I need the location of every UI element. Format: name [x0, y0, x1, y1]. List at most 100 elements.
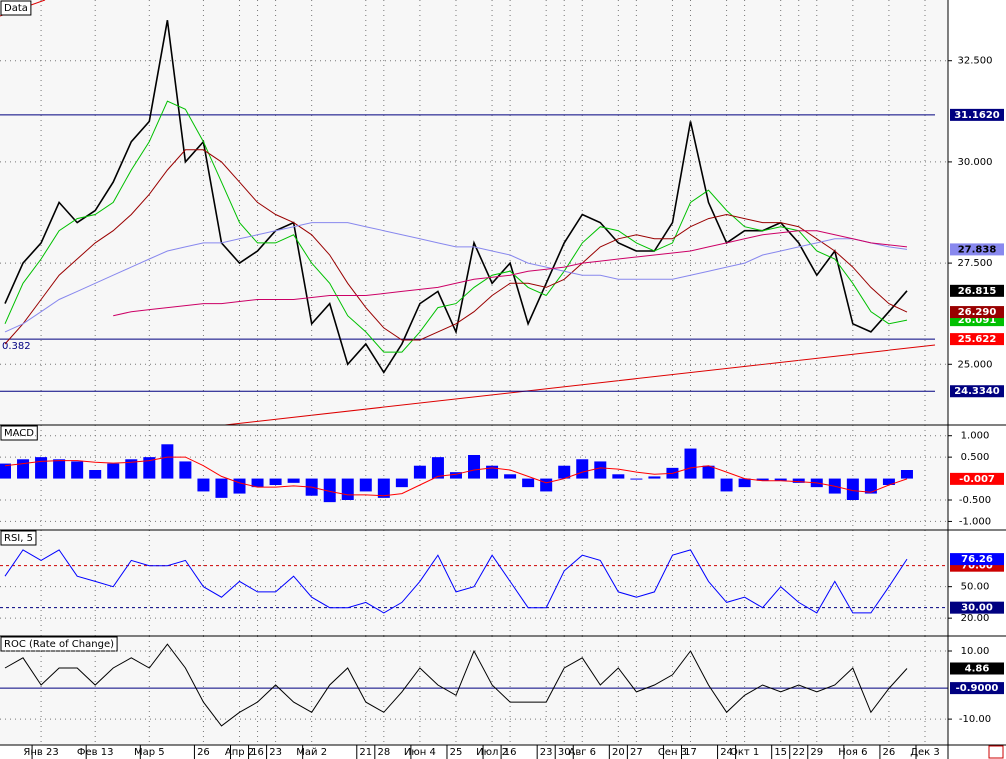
bar [576, 459, 589, 479]
y-tick-label: -10.00 [959, 714, 991, 725]
series-line [4, 456, 908, 497]
end-value-label-box [950, 472, 1004, 485]
bar [540, 478, 553, 492]
x-tick-label: 26 [883, 747, 896, 758]
bar [468, 455, 481, 479]
y-tick-label: 25.000 [958, 359, 993, 370]
bar [720, 478, 733, 492]
bar [774, 478, 787, 481]
bar [648, 476, 661, 479]
end-value-label-box [950, 306, 1004, 319]
series-line [4, 643, 908, 727]
panel-title-box [0, 530, 37, 546]
y-tick-label: 0.500 [961, 452, 990, 463]
level-label: 30.00 [961, 603, 993, 614]
end-value-label-box [950, 662, 1004, 675]
bar [107, 463, 120, 479]
bar [179, 461, 192, 479]
level-label: 70.00 [961, 561, 993, 572]
bar [738, 478, 751, 488]
x-tick-label: 30 [558, 747, 571, 758]
level-annotation: 0.382 [2, 341, 31, 352]
x-tick-label: Авг 6 [568, 747, 596, 758]
bar [756, 478, 769, 481]
end-value-label: 26.290 [958, 307, 997, 318]
x-tick-label: Ноя 6 [838, 747, 867, 758]
panel-title-box [0, 636, 118, 652]
bar [684, 448, 697, 479]
end-value-label-box [950, 284, 1004, 297]
bar [197, 478, 210, 492]
bar [486, 465, 499, 479]
x-tick-label: Сен 3 [658, 747, 687, 758]
bar [792, 478, 805, 483]
bar [359, 478, 372, 492]
bar [630, 478, 643, 480]
x-tick-label: 20 [612, 747, 625, 758]
bar [71, 461, 84, 479]
level-label: 25.622 [958, 334, 997, 345]
series-line [4, 222, 908, 333]
bar [900, 470, 913, 479]
x-tick-label: Апр 2 [225, 747, 254, 758]
x-tick-label: Фев 13 [77, 747, 114, 758]
bar [504, 474, 517, 479]
bar [53, 459, 66, 479]
x-tick-label: 17 [684, 747, 697, 758]
x-tick-label: 16 [251, 747, 264, 758]
x-tick-label: 25 [450, 747, 463, 758]
y-tick-label: 32.500 [958, 56, 993, 67]
x-tick-label: Июн 4 [404, 747, 436, 758]
bar [143, 457, 156, 479]
y-tick-label: -0.500 [959, 495, 991, 506]
x-tick-label: Дек 3 [910, 747, 940, 758]
y-tick-label: 10.00 [961, 646, 990, 657]
end-value-label-box [950, 553, 1004, 566]
scroll-button[interactable] [988, 745, 1004, 759]
bar [251, 478, 264, 488]
bar [0, 463, 11, 479]
level-label-box [950, 385, 1004, 398]
x-tick-label: Май 2 [296, 747, 327, 758]
level-label: 24.3340 [954, 386, 1000, 397]
x-tick-label: 16 [504, 747, 517, 758]
bar [612, 474, 625, 479]
bar [431, 457, 444, 479]
x-tick-label: 29 [810, 747, 823, 758]
panel-title-box [0, 425, 38, 441]
bar [702, 465, 715, 479]
series-line [4, 549, 908, 614]
end-value-label: -0.007 [959, 474, 995, 485]
bar [882, 478, 895, 485]
y-tick-label: 20.00 [961, 613, 990, 624]
level-label-box [950, 601, 1004, 614]
y-tick-label: 50.00 [961, 582, 990, 593]
series-line [4, 149, 908, 345]
plot-background [0, 0, 948, 745]
end-value-label: 4.86 [965, 663, 990, 674]
bar [449, 472, 462, 479]
bar [413, 465, 426, 479]
panel-title: Data [4, 3, 28, 14]
bar [522, 478, 535, 488]
x-tick-label: 21 [359, 747, 372, 758]
series-line [113, 230, 908, 317]
bar [864, 478, 877, 494]
panel-title: RSI, 5 [4, 533, 33, 544]
x-tick-label: 26 [197, 747, 210, 758]
panel-title: MACD [4, 428, 34, 439]
level-label: -0.9000 [956, 683, 999, 694]
price-scale-background [948, 0, 1006, 745]
bar [233, 478, 246, 494]
series-line [4, 100, 908, 353]
bar [287, 478, 300, 483]
end-value-label-box [950, 243, 1004, 256]
bar [161, 444, 174, 479]
bar [395, 478, 408, 488]
end-value-label: 27.838 [958, 244, 997, 255]
trend-line [224, 344, 936, 426]
x-tick-label: Июл 2 [476, 747, 508, 758]
x-tick-label: 27 [630, 747, 643, 758]
